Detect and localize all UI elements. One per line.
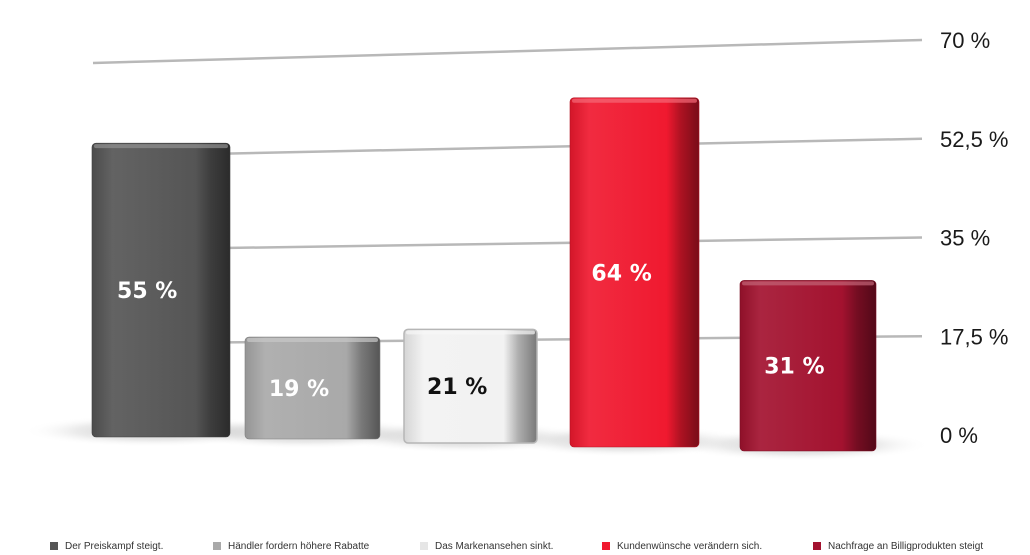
y-tick-label: 70 % <box>940 28 990 53</box>
bar-top-highlight <box>742 281 874 286</box>
legend-label: Händler fordern höhere Rabatte <box>228 540 370 552</box>
legend-label: Kundenwünsche verändern sich. <box>617 540 763 552</box>
legend-item: Kundenwünsche verändern sich. <box>602 538 762 554</box>
y-tick-label: 17,5 % <box>940 324 1009 349</box>
bar-top-highlight <box>94 144 228 149</box>
bar <box>403 328 538 444</box>
bar <box>569 97 700 448</box>
bar-top-highlight <box>406 330 535 335</box>
legend-label: Das Markenansehen sinkt. <box>435 540 554 552</box>
bar-value-label: 31 % <box>764 355 824 380</box>
gridline <box>92 137 923 158</box>
bar <box>739 280 877 452</box>
bar <box>244 336 381 440</box>
legend-swatch <box>602 542 610 550</box>
y-tick-label: 52,5 % <box>940 127 1009 152</box>
bars <box>91 97 877 452</box>
bar-top-highlight <box>572 98 697 103</box>
legend-item: Nachfrage an Billigprodukten steigt <box>813 538 983 554</box>
bar-value-label: 19 % <box>269 377 329 402</box>
bar-top-highlight <box>247 338 378 343</box>
legend-swatch <box>50 542 58 550</box>
y-axis-ticks: 0 % 17,5 % 35 % 52,5 % 70 % <box>940 28 1009 448</box>
legend-label: Nachfrage an Billigprodukten steigt <box>828 540 984 552</box>
bar <box>91 142 231 438</box>
y-tick-label: 35 % <box>940 226 990 251</box>
bar-value-label: 64 % <box>591 261 651 286</box>
y-tick-label: 0 % <box>940 423 978 448</box>
bar-value-label: 21 % <box>427 375 487 400</box>
legend-swatch <box>813 542 821 550</box>
legend-swatch <box>420 542 428 550</box>
legend-item: Händler fordern höhere Rabatte <box>213 538 369 554</box>
gridline <box>92 236 923 252</box>
legend: Der Preiskampf steigt. Händler fordern hö… <box>50 538 1030 554</box>
bar-value-label: 55 % <box>117 279 177 304</box>
legend-label: Der Preiskampf steigt. <box>65 540 164 552</box>
bar-value-labels: 55 % 19 % 21 % 64 % 31 % <box>117 261 825 402</box>
legend-swatch <box>213 542 221 550</box>
legend-item: Das Markenansehen sinkt. <box>420 538 553 554</box>
legend-item: Der Preiskampf steigt. <box>50 538 163 554</box>
gridline <box>92 38 923 65</box>
